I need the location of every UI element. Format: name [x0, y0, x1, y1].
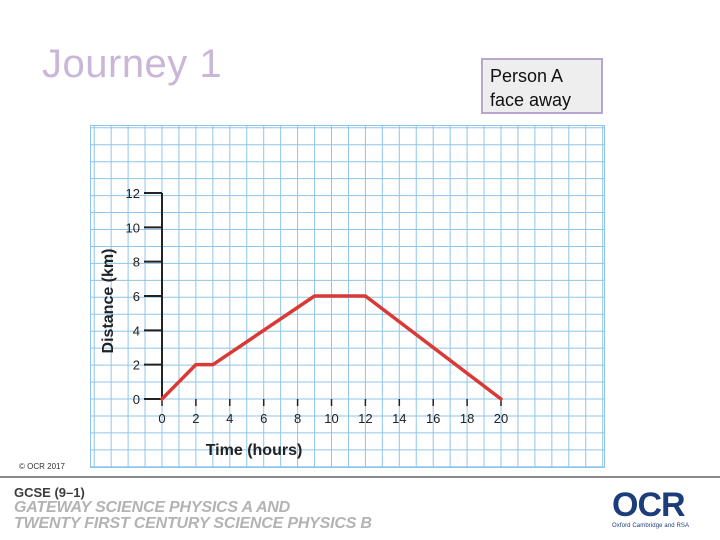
- grid-border: [90, 125, 605, 468]
- x-tick-label: 10: [324, 411, 338, 426]
- note-line-1: Person A: [490, 66, 564, 86]
- x-tick-label: 8: [294, 411, 301, 426]
- footer-divider: [0, 476, 720, 478]
- footer-gcse: GCSE (9–1): [14, 485, 85, 500]
- x-tick-label: 12: [358, 411, 372, 426]
- slide-title: Journey 1: [42, 42, 223, 86]
- footer-course-line-2: TWENTY FIRST CENTURY SCIENCE PHYSICS B: [14, 515, 372, 532]
- y-tick-label: 10: [126, 220, 140, 235]
- footer-course-line-1: GATEWAY SCIENCE PHYSICS A AND: [14, 499, 291, 516]
- ticks: 0 2 4 6 8 10 12 0 2 4 6 8 10 12 14 16 18 20: [126, 186, 509, 426]
- x-tick-label: 4: [226, 411, 233, 426]
- copyright-text: © OCR 2017: [19, 462, 65, 471]
- x-tick-label: 0: [158, 411, 165, 426]
- y-tick-label: 0: [133, 392, 140, 407]
- x-tick-label: 6: [260, 411, 267, 426]
- series: [160, 294, 503, 401]
- series-line-1: [160, 294, 503, 401]
- note-box: Person A face away: [481, 58, 603, 114]
- x-tick-label: 20: [494, 411, 508, 426]
- y-tick-label: 6: [133, 289, 140, 304]
- ocr-logo-word: OCR: [612, 486, 686, 524]
- distance-time-chart: 0 2 4 6 8 10 12 0 2 4 6 8 10 12 14 16 18 20 Time (hours) …: [90, 125, 605, 468]
- y-tick-label: 2: [133, 358, 140, 373]
- y-axis-label: Distance (km): [100, 249, 117, 354]
- x-tick-label: 18: [460, 411, 474, 426]
- x-tick-label: 16: [426, 411, 440, 426]
- y-tick-label: 4: [133, 323, 140, 338]
- ocr-logo-subtitle: Oxford Cambridge and RSA: [612, 523, 690, 529]
- x-tick-label: 14: [392, 411, 406, 426]
- y-tick-label: 8: [133, 255, 140, 270]
- x-axis-label: Time (hours): [206, 442, 303, 459]
- ocr-logo: OCR Oxford Cambridge and RSA: [612, 488, 689, 529]
- x-tick-label: 2: [192, 411, 199, 426]
- y-tick-label: 12: [126, 186, 140, 201]
- grid: [90, 125, 605, 468]
- note-line-2: face away: [490, 90, 572, 110]
